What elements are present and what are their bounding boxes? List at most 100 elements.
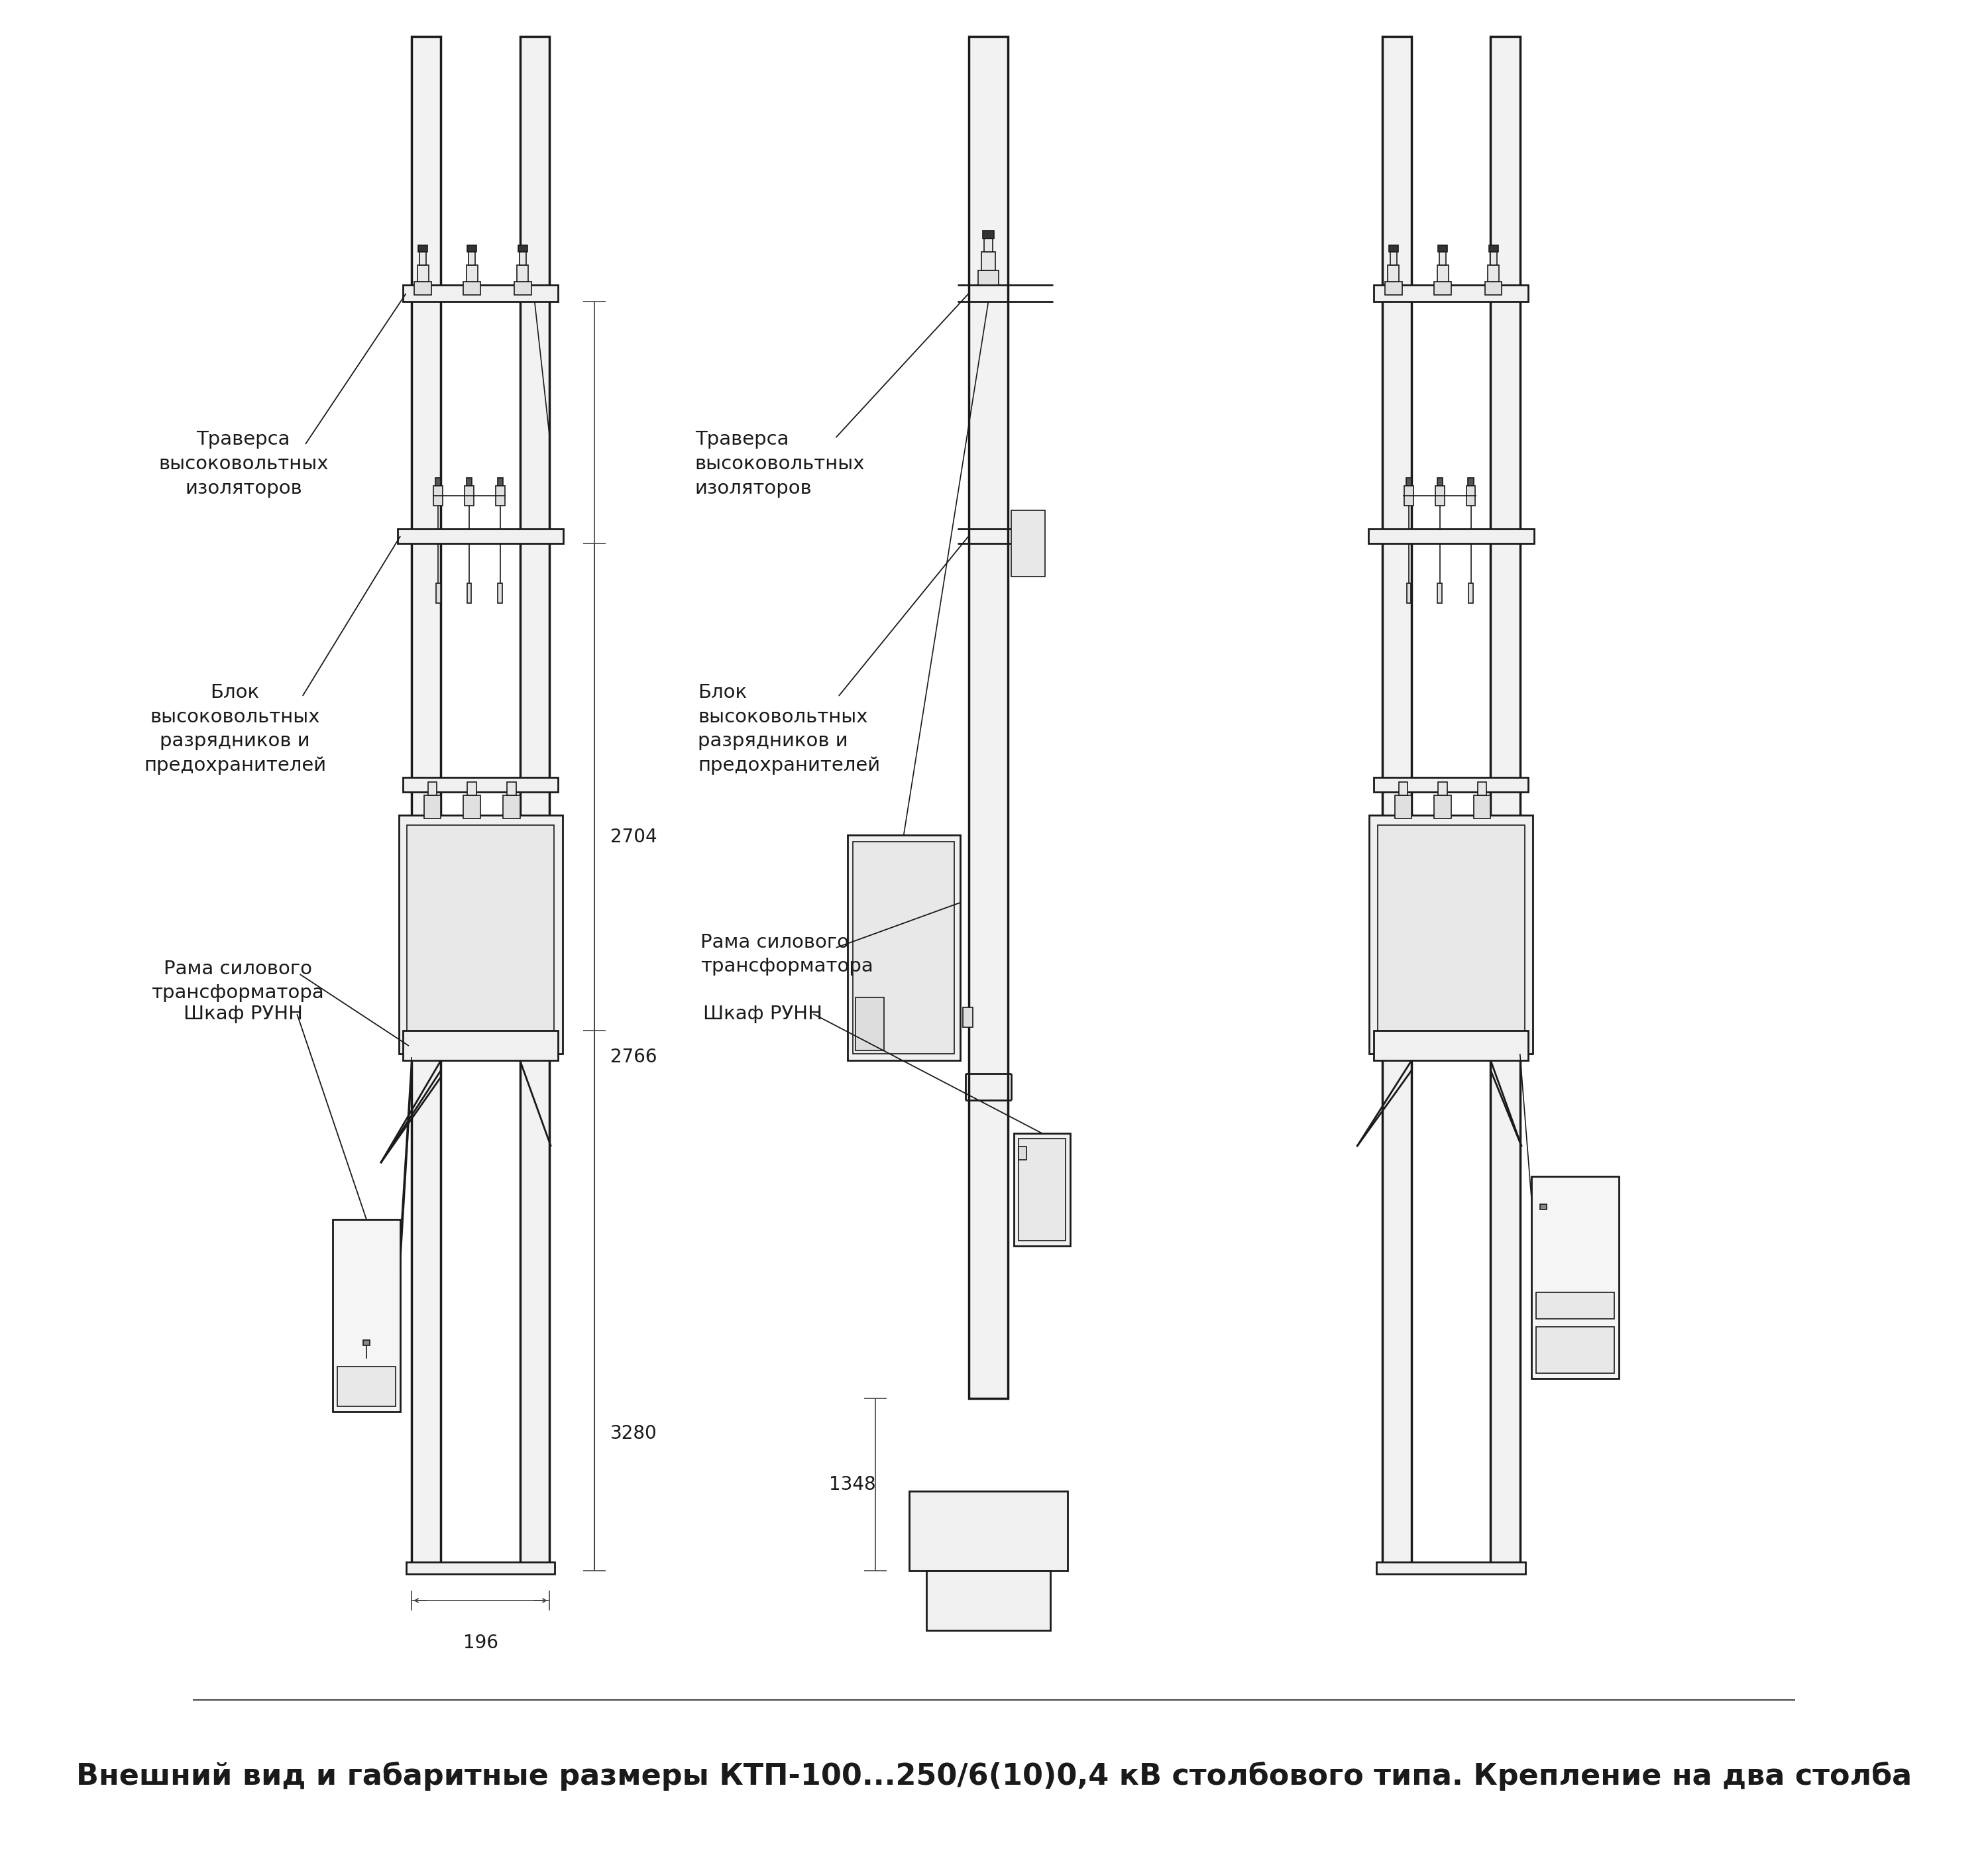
Text: 196: 196 (463, 1634, 499, 1653)
Bar (1386, 282, 1402, 295)
Bar (982, 253, 996, 271)
Bar (1370, 815, 1533, 1053)
Bar (414, 282, 431, 295)
Bar (1487, 266, 1499, 282)
Bar (1439, 253, 1445, 266)
Bar (521, 37, 549, 1571)
Bar (1437, 245, 1447, 253)
Bar (408, 825, 555, 1044)
Bar (968, 37, 1008, 1398)
Bar (515, 282, 531, 295)
Text: Рама силового
трансформатора: Рама силового трансформатора (700, 932, 873, 975)
Bar (853, 841, 954, 1053)
Text: Шкаф РУНН: Шкаф РУНН (183, 1005, 302, 1023)
Bar (497, 583, 503, 604)
Bar (398, 529, 563, 544)
Text: Рама силового
трансформатора: Рама силового трансформатора (151, 960, 324, 1003)
Bar (463, 282, 481, 295)
Bar (1378, 825, 1525, 1044)
Bar (1433, 282, 1451, 295)
Bar (495, 487, 505, 505)
Text: 2766: 2766 (610, 1047, 656, 1066)
Bar (1404, 487, 1413, 505)
Bar (1014, 1133, 1070, 1246)
Bar (467, 477, 471, 487)
Bar (467, 782, 477, 795)
Bar (519, 245, 527, 253)
Bar (364, 1341, 370, 1344)
Bar (417, 266, 429, 282)
Bar (1537, 1326, 1614, 1372)
Bar (1491, 37, 1521, 1571)
Bar (467, 583, 471, 604)
Text: 2704: 2704 (610, 828, 658, 847)
Bar (982, 230, 994, 238)
Bar (1485, 282, 1501, 295)
Bar (417, 245, 427, 253)
Bar (435, 477, 441, 487)
Bar (1467, 487, 1475, 505)
Bar (1437, 477, 1443, 487)
Bar (1374, 284, 1529, 301)
Bar (419, 253, 425, 266)
Text: Блок
высоковольтных
разрядников и
предохранителей: Блок высоковольтных разрядников и предох… (698, 683, 881, 774)
Bar (467, 266, 477, 282)
Text: Траверса
высоковольтных
изоляторов: Траверса высоковольтных изоляторов (159, 431, 328, 498)
Bar (469, 253, 475, 266)
Bar (517, 266, 529, 282)
Text: Внешний вид и габаритные размеры КТП-100...250/6(10)0,4 кВ столбового типа. Креп: Внешний вид и габаритные размеры КТП-100… (76, 1762, 1912, 1790)
Bar (909, 1491, 1068, 1571)
Bar (1396, 795, 1411, 819)
Text: Шкаф РУНН: Шкаф РУНН (704, 1005, 823, 1023)
Bar (1012, 511, 1046, 576)
Bar (1473, 795, 1491, 819)
Bar (465, 487, 473, 505)
Bar (1388, 266, 1400, 282)
Bar (1469, 583, 1473, 604)
Bar (1435, 487, 1445, 505)
Bar (1477, 782, 1487, 795)
Bar (1406, 477, 1411, 487)
Bar (400, 815, 563, 1053)
Bar (519, 253, 527, 266)
Bar (1374, 1031, 1529, 1060)
Text: 3280: 3280 (610, 1424, 658, 1443)
Bar (847, 836, 960, 1060)
Bar (1437, 782, 1447, 795)
Bar (427, 782, 437, 795)
Text: Траверса
высоковольтных
изоляторов: Траверса высоковольтных изоляторов (696, 431, 865, 498)
Bar (978, 271, 998, 284)
Bar (404, 778, 559, 791)
Bar (1541, 1203, 1547, 1209)
Bar (1437, 583, 1441, 604)
Bar (404, 284, 559, 301)
Bar (1433, 795, 1451, 819)
Bar (406, 1562, 555, 1575)
Bar (1531, 1175, 1618, 1378)
Bar (1018, 1138, 1066, 1240)
Bar (855, 997, 885, 1051)
Bar (338, 1367, 396, 1406)
Bar (1408, 583, 1411, 604)
Bar (1374, 778, 1529, 791)
Bar (1018, 1146, 1026, 1161)
Bar (962, 1006, 972, 1027)
Bar (463, 795, 481, 819)
Bar (1382, 37, 1411, 1571)
Bar (503, 795, 521, 819)
Bar (404, 1031, 559, 1060)
Bar (1491, 253, 1497, 266)
Bar (433, 487, 443, 505)
Text: 1348: 1348 (829, 1474, 875, 1493)
Bar (412, 37, 441, 1571)
Bar (984, 238, 992, 253)
Bar (1537, 1292, 1614, 1318)
Bar (467, 245, 477, 253)
Bar (1467, 477, 1473, 487)
Bar (1489, 245, 1499, 253)
Bar (926, 1571, 1050, 1630)
Bar (497, 477, 503, 487)
Text: Блок
высоковольтных
разрядников и
предохранителей: Блок высоковольтных разрядников и предох… (143, 683, 326, 774)
Bar (332, 1220, 400, 1411)
Bar (1368, 529, 1535, 544)
